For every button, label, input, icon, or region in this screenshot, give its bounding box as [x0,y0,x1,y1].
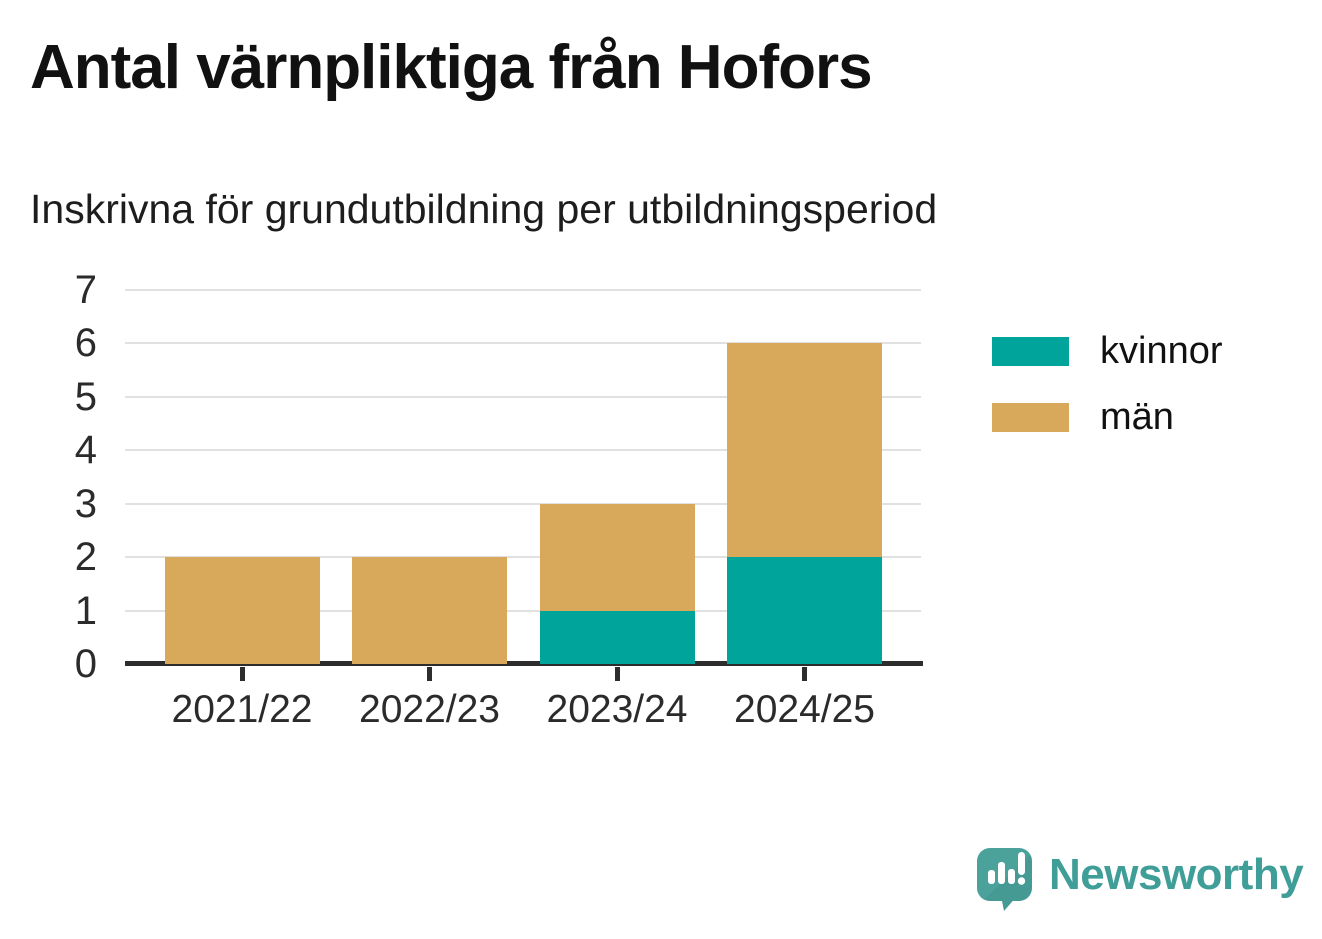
x-axis-tick-label: 2023/24 [546,688,688,731]
x-axis-tick [239,667,245,681]
x-axis-tick-label: 2024/25 [734,688,875,731]
legend-swatch-män [992,402,1069,432]
bar-chart-plot-area: 0 1 2 3 4 5 6 7 2021/22 2022/23 2023/24 2024/25 [75,270,923,731]
y-axis-tick-label: 4 [74,428,97,473]
gridline [125,556,921,559]
newsworthy-logo-icon [977,848,1032,911]
legend-item-män: män [992,398,1223,436]
brand-footer: Newsworthy [977,848,1304,912]
chart-legend: kvinnor män [992,332,1223,464]
legend-item-label: män [1100,396,1174,438]
y-axis-tick-label: 0 [74,642,97,686]
y-axis-tick-label: 5 [74,374,97,419]
gridline [125,502,921,505]
x-axis-tick-label: 2021/22 [171,688,313,731]
x-axis-line [125,661,923,666]
gridline [125,395,921,398]
bar-segment-män [539,503,695,611]
y-axis-tick-label: 7 [74,268,97,312]
y-axis-tick-label: 3 [74,481,97,526]
brand-name: Newsworthy [1049,850,1304,899]
legend-item-label: kvinnor [1100,330,1223,372]
bar-segment-män [164,557,320,664]
bar-segment-män [352,557,507,664]
chart-subtitle: Inskrivna för grundutbildning per utbild… [30,186,938,232]
y-axis-tick-label: 6 [74,321,97,366]
gridline [125,609,921,612]
bar-segment-kvinnor [539,610,695,664]
x-axis-tick [427,667,432,681]
gridline [125,342,921,345]
bar-segment-kvinnor [727,557,882,664]
page-title: Antal värnpliktiga från Hofors [30,33,873,102]
y-axis-tick-label: 1 [74,588,97,633]
x-axis-tick [614,667,620,681]
y-axis-tick-label: 2 [74,535,97,580]
bar-segment-män [727,343,882,558]
gridline [125,289,921,291]
x-axis-tick-label: 2022/23 [359,688,500,731]
gridline [125,449,921,452]
legend-item-kvinnor: kvinnor [992,332,1223,370]
x-axis-tick [802,667,807,681]
legend-swatch-kvinnor [992,336,1069,366]
